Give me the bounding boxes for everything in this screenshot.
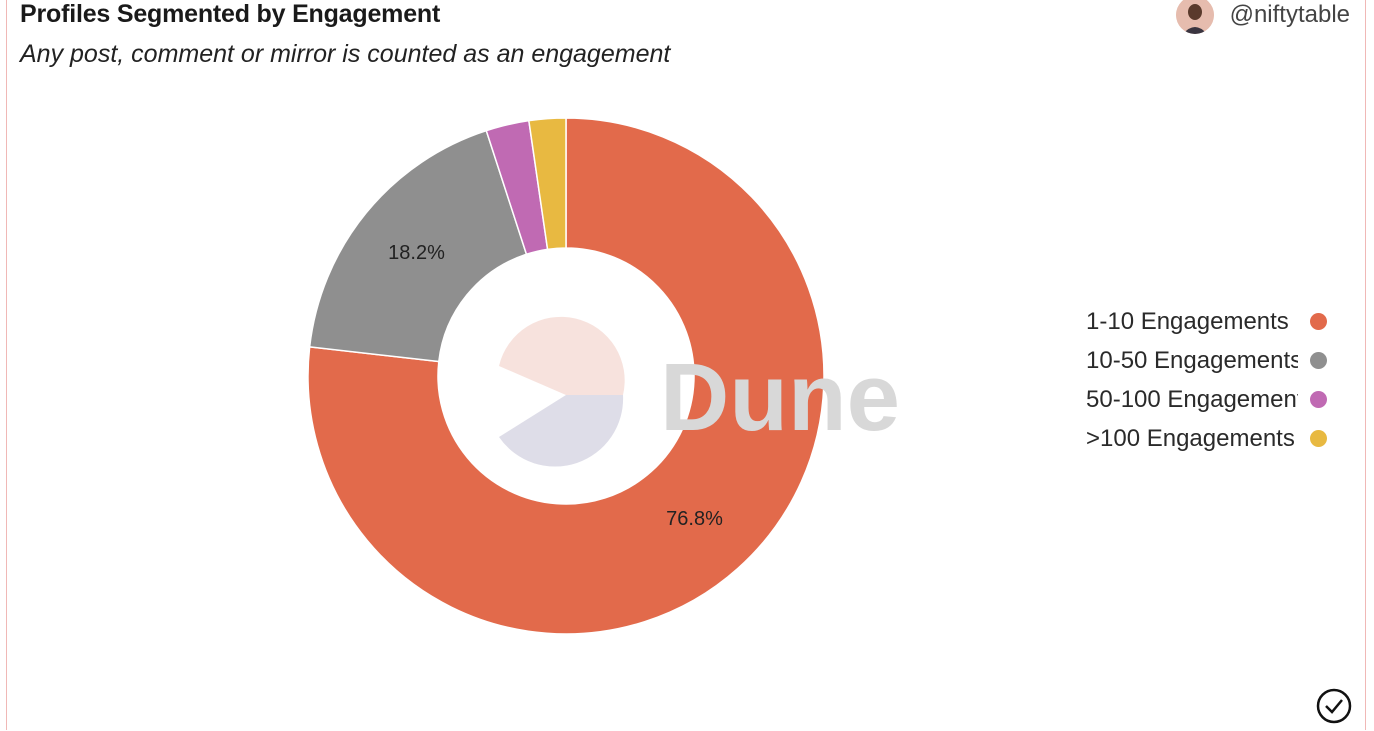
watermark-text: Dune <box>660 344 900 451</box>
legend-swatch <box>1310 352 1327 369</box>
data-label-1: 76.8% <box>666 508 723 530</box>
avatar-icon[interactable] <box>1175 0 1214 34</box>
slice-4[interactable] <box>527 117 567 251</box>
donut-chart: Dune 76.8% 18.2% <box>307 117 900 635</box>
legend-label: 10-50 Engagements <box>1086 346 1298 374</box>
slice-2[interactable] <box>308 129 528 363</box>
legend-swatch <box>1310 313 1327 330</box>
chart-legend: 1-10 Engagements 10-50 Engagements 50-100 … <box>1086 302 1327 458</box>
check-circle-icon[interactable] <box>1316 688 1354 731</box>
slice-1[interactable] <box>307 117 825 635</box>
author-handle[interactable]: @niftytable <box>1229 1 1350 28</box>
legend-swatch <box>1310 430 1327 447</box>
legend-item-4[interactable]: >100 Engagements <box>1086 419 1327 458</box>
author-badge[interactable]: @niftytable <box>1175 0 1350 34</box>
data-label-2: 18.2% <box>388 242 445 264</box>
legend-label: 50-100 Engagements <box>1086 385 1298 413</box>
legend-label: >100 Engagements <box>1086 424 1295 452</box>
chart-title: Profiles Segmented by Engagement <box>20 0 441 28</box>
legend-label: 1-10 Engagements <box>1086 307 1289 335</box>
legend-swatch <box>1310 391 1327 408</box>
legend-item-1[interactable]: 1-10 Engagements <box>1086 302 1327 341</box>
dune-watermark: Dune <box>499 316 900 467</box>
chart-card <box>6 0 1366 730</box>
legend-item-3[interactable]: 50-100 Engagements <box>1086 380 1327 419</box>
legend-item-2[interactable]: 10-50 Engagements <box>1086 341 1327 380</box>
chart-subtitle: Any post, comment or mirror is counted a… <box>20 40 671 68</box>
